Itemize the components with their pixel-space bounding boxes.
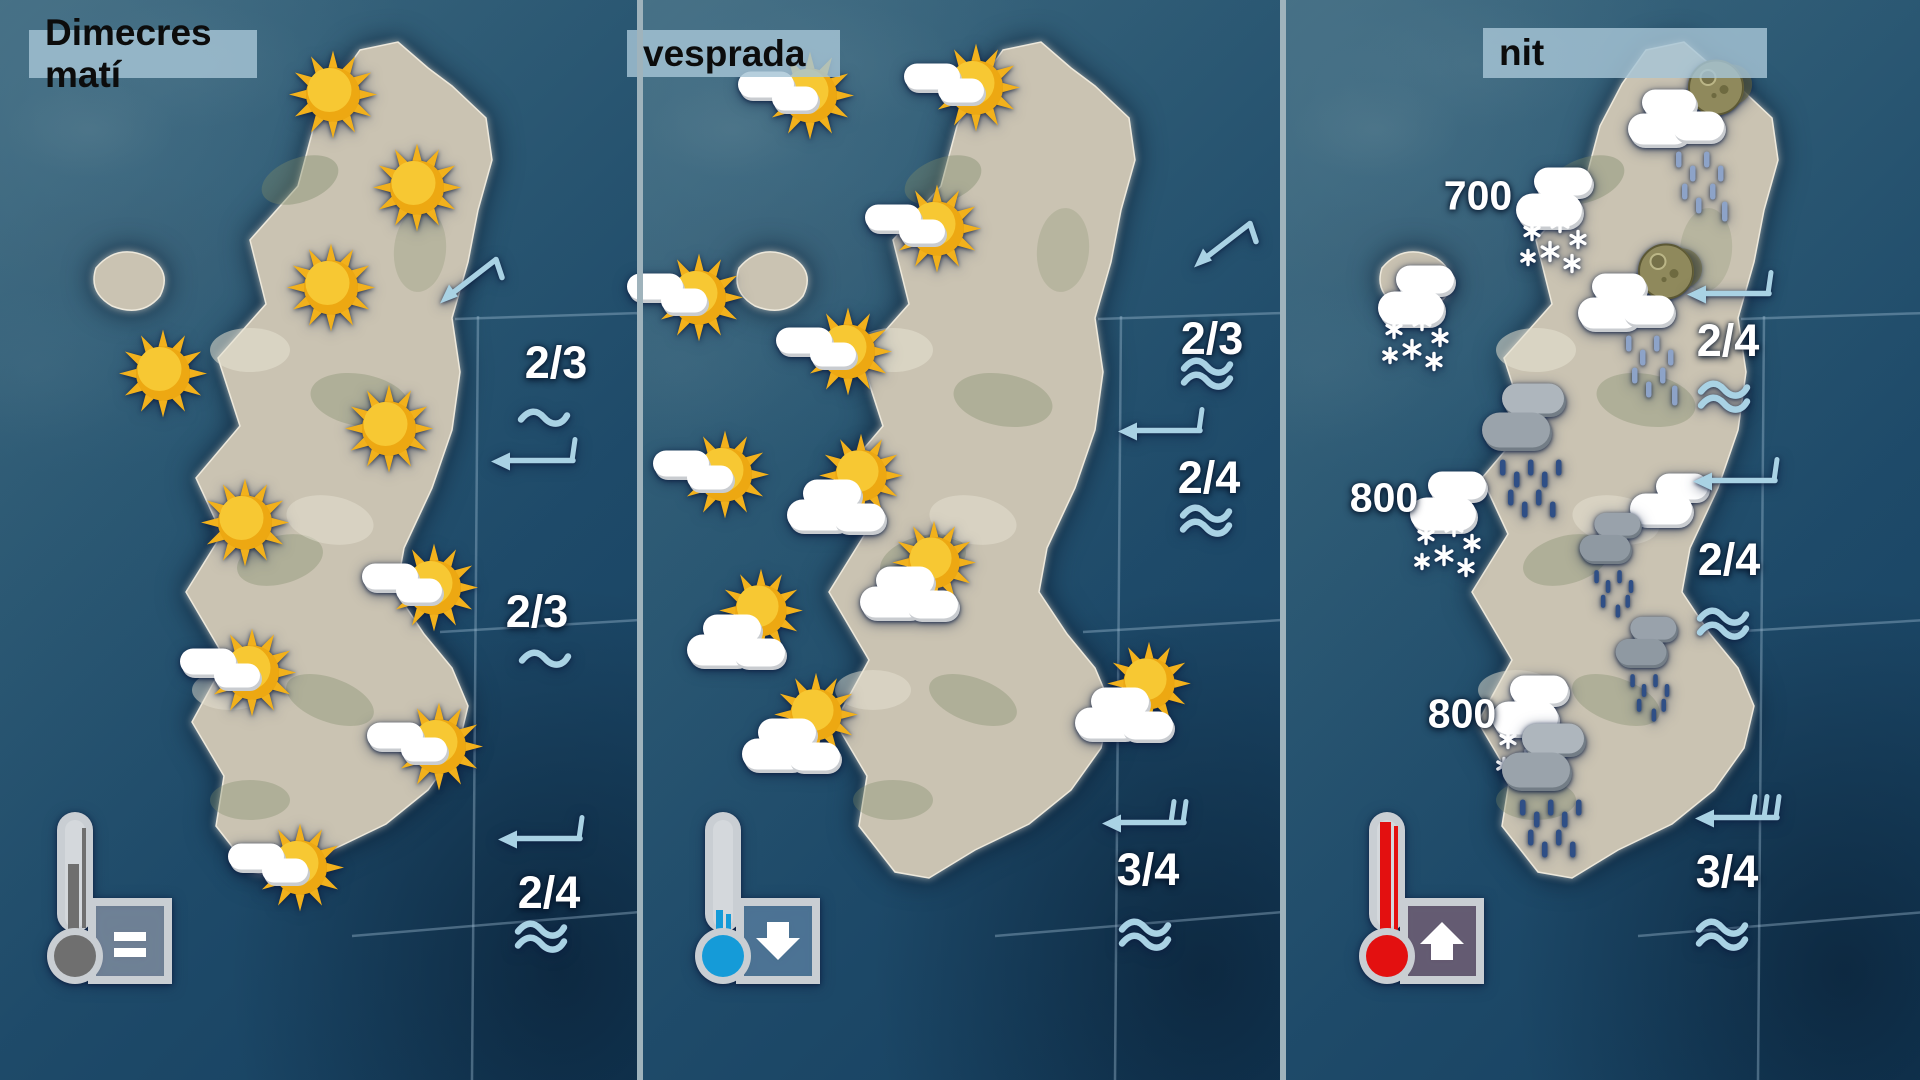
- panel-divider: [1280, 0, 1286, 1080]
- wave-icon: [514, 920, 568, 953]
- moon-cloud-rain-icon: [1602, 24, 1782, 229]
- wave-icon: [1178, 504, 1234, 545]
- thermometer-falling-icon: [688, 806, 838, 1001]
- snow-altitude-label: 700: [1443, 172, 1513, 219]
- wind-arrow-icon: [1687, 270, 1774, 304]
- sun-cloud-big-icon: [655, 525, 835, 730]
- snow-cloud-icon: [1466, 116, 1646, 321]
- wave-icon: [1695, 607, 1751, 648]
- wave-icon: [1117, 918, 1173, 959]
- wind-arrow-icon: [440, 256, 505, 304]
- snow-altitude-label: 800: [1427, 690, 1497, 737]
- wave-icon: [1696, 607, 1750, 640]
- sea-zone-grid: [351, 311, 637, 1080]
- wind-arrow-icon: [1692, 788, 1788, 837]
- panel-divider: [637, 0, 643, 1080]
- sun-cloud-icon: [625, 373, 805, 578]
- sun-icon: [327, 88, 507, 293]
- panel-mati: [0, 0, 637, 1080]
- snow-cloud-icon: [1360, 420, 1540, 625]
- wind-arrow-elbow-icon: [426, 248, 510, 325]
- snow-altitude-label: 800: [1349, 474, 1419, 521]
- wind-arrow-icon: [1115, 401, 1211, 450]
- wave-icon: [517, 649, 573, 676]
- wind-arrow-icon: [495, 809, 591, 858]
- wind-arrow-icon: [491, 437, 578, 471]
- sun-cloud-big-icon: [1043, 598, 1223, 803]
- cloud-icon: [1582, 396, 1762, 601]
- wave-icon: [1179, 504, 1233, 537]
- thermometer-bulb: [54, 935, 96, 977]
- sun-cloud-icon: [334, 486, 514, 691]
- wave-icon: [1180, 357, 1234, 390]
- sun-cloud-icon: [200, 766, 380, 971]
- panel-title-mati: Dimecres matí: [29, 12, 257, 95]
- sun-cloud-icon: [599, 196, 779, 401]
- sun-cloud-big-icon: [710, 629, 890, 834]
- sun-icon: [73, 274, 253, 479]
- wave-icon: [1179, 357, 1235, 398]
- sea-state-label: 2/3: [524, 337, 588, 388]
- rain-cloud-small-icon: [1560, 550, 1740, 755]
- sea-state-label: 2/4: [1697, 534, 1761, 585]
- sun-cloud-icon: [837, 127, 1017, 332]
- sun-icon: [299, 329, 479, 534]
- sun-cloud-big-icon: [755, 390, 935, 595]
- sun-cloud-icon: [152, 571, 332, 776]
- wave-icon: [513, 920, 569, 961]
- sun-icon: [241, 188, 421, 393]
- sea-state-label: 2/3: [505, 586, 569, 637]
- wave-icon: [1696, 380, 1752, 421]
- wave-icon: [518, 649, 572, 668]
- sun-cloud-icon: [339, 645, 519, 850]
- wind-arrow-icon: [1118, 407, 1205, 441]
- rain-cloud-icon: [1438, 328, 1618, 533]
- sea-state-label: 2/4: [1696, 315, 1760, 366]
- moon-cloud-rain-icon: [1552, 208, 1732, 413]
- sun-cloud-big-icon: [828, 477, 1008, 682]
- sun-icon: [243, 0, 423, 200]
- wave-icon: [1694, 918, 1750, 959]
- wind-arrow-icon: [488, 431, 584, 480]
- thermometer-bulb: [702, 935, 744, 977]
- thermometer-steady-icon: [40, 806, 190, 1001]
- sun-cloud-icon: [876, 0, 1056, 191]
- wind-arrow-icon: [1690, 451, 1786, 500]
- sun-cloud-icon: [748, 250, 928, 455]
- wind-arrow-icon: [1099, 793, 1195, 842]
- panel-nit: [1286, 0, 1920, 1080]
- panel-title-nit: nit: [1483, 28, 1767, 78]
- wave-icon: [1695, 918, 1749, 951]
- wave-icon: [516, 408, 572, 435]
- rain-cloud-icon: [1458, 668, 1638, 873]
- panel-vesprada: [643, 0, 1280, 1080]
- wind-arrow-icon: [1684, 264, 1780, 313]
- wind-arrow-icon: [1693, 457, 1780, 491]
- sea-state-label: 2/4: [517, 867, 581, 918]
- sea-state-label: 3/4: [1695, 846, 1759, 897]
- panel-title-vesprada: vesprada: [627, 30, 840, 77]
- rain-cloud-small-icon: [1524, 446, 1704, 651]
- thermometer-rising-icon: [1352, 806, 1502, 1001]
- sea-state-label: 2/4: [1177, 452, 1241, 503]
- wind-arrow-icon: [1102, 799, 1189, 833]
- sea-state-label: 3/4: [1116, 844, 1180, 895]
- wind-arrow-icon: [498, 815, 585, 849]
- sun-icon: [155, 423, 335, 628]
- sea-state-label: 2/3: [1180, 313, 1244, 364]
- wave-icon: [1118, 918, 1172, 951]
- wind-arrow-icon: [1194, 220, 1259, 268]
- wind-arrow-icon: [1695, 794, 1782, 828]
- sea-zone-grid: [1637, 311, 1920, 1080]
- thermometer-bulb: [1366, 935, 1408, 977]
- wave-icon: [517, 408, 571, 427]
- snow-cloud-icon: [1328, 214, 1508, 419]
- wind-arrow-elbow-icon: [1180, 212, 1264, 289]
- wave-icon: [1697, 380, 1751, 413]
